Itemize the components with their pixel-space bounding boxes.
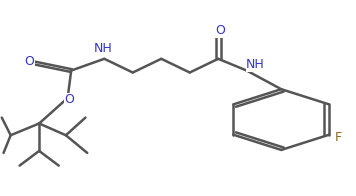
- Text: O: O: [25, 55, 35, 68]
- Text: O: O: [64, 93, 74, 106]
- Text: NH: NH: [246, 58, 265, 71]
- Text: O: O: [215, 24, 225, 37]
- Text: F: F: [334, 131, 341, 144]
- Text: NH: NH: [94, 42, 113, 54]
